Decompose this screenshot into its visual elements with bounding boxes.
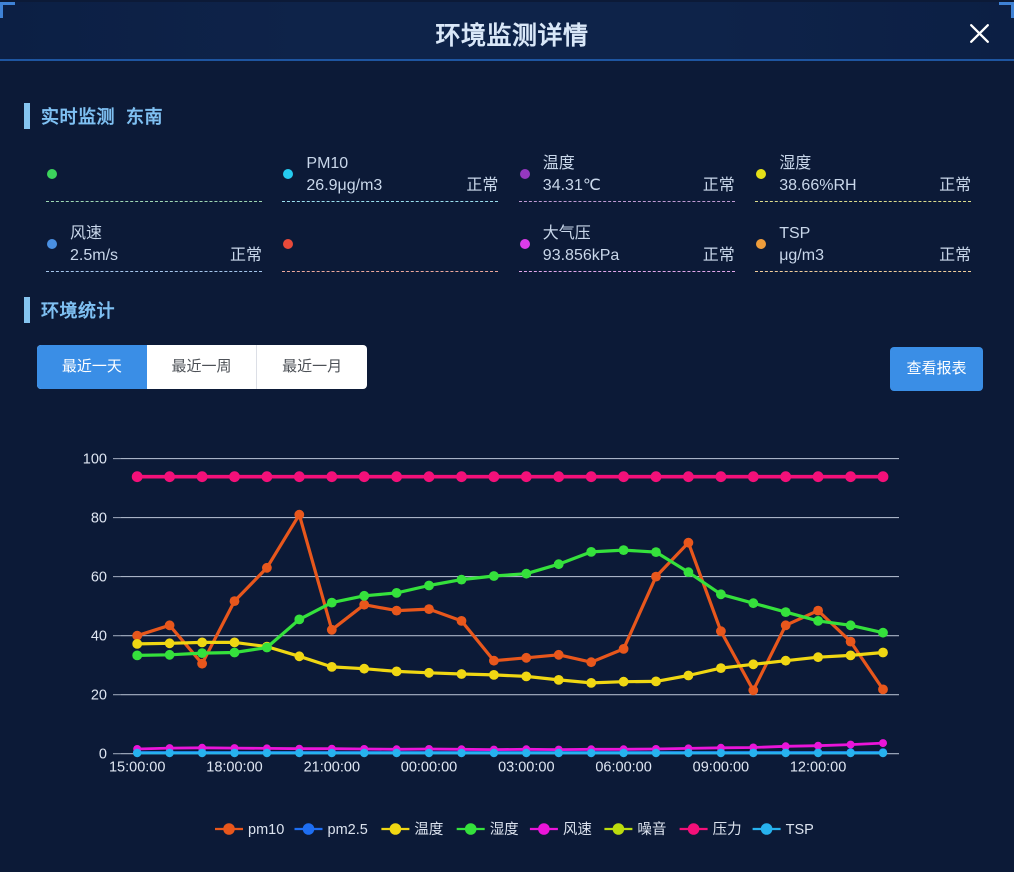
svg-text:12:00:00: 12:00:00: [790, 760, 846, 776]
svg-text:80: 80: [91, 511, 107, 527]
svg-text:TSP: TSP: [786, 822, 814, 838]
svg-text:09:00:00: 09:00:00: [693, 760, 749, 776]
svg-text:pm2.5: pm2.5: [328, 822, 368, 838]
svg-text:噪音: 噪音: [637, 821, 666, 838]
svg-text:18:00:00: 18:00:00: [206, 760, 262, 776]
svg-text:60: 60: [91, 570, 107, 586]
svg-text:20: 20: [91, 688, 107, 704]
svg-text:压力: 压力: [713, 821, 742, 838]
svg-text:pm10: pm10: [248, 822, 284, 838]
svg-text:风速: 风速: [563, 821, 592, 838]
svg-text:温度: 温度: [414, 821, 443, 838]
svg-text:湿度: 湿度: [490, 821, 519, 838]
svg-text:40: 40: [91, 629, 107, 645]
svg-text:06:00:00: 06:00:00: [595, 760, 651, 776]
svg-text:21:00:00: 21:00:00: [304, 760, 360, 776]
svg-text:100: 100: [83, 452, 107, 468]
svg-text:0: 0: [99, 747, 107, 763]
svg-text:15:00:00: 15:00:00: [109, 760, 165, 776]
svg-text:03:00:00: 03:00:00: [498, 760, 554, 776]
svg-text:00:00:00: 00:00:00: [401, 760, 457, 776]
